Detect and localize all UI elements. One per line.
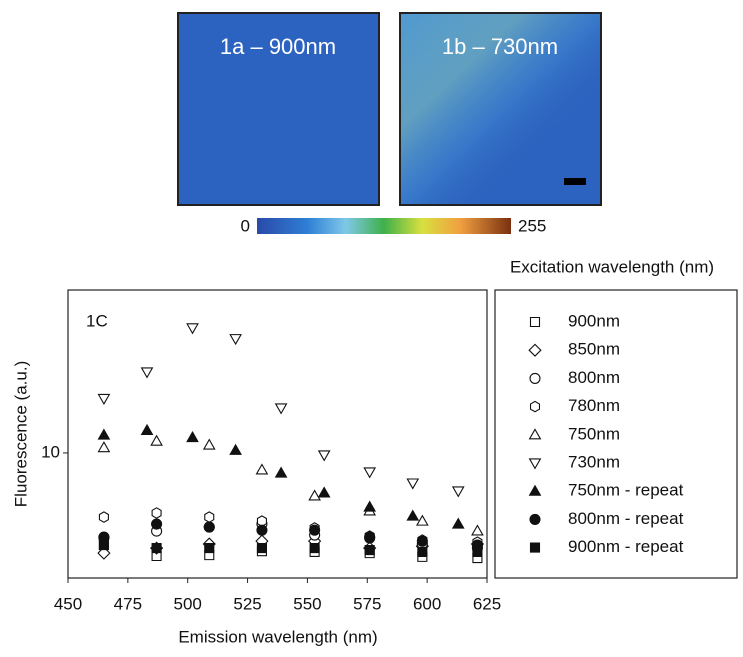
marker xyxy=(256,543,267,554)
y-tick-label: 10 xyxy=(41,442,60,461)
marker xyxy=(97,546,111,560)
image-label: 1b – 730nm xyxy=(442,34,558,59)
legend-marker xyxy=(529,542,541,553)
x-tick-label: 525 xyxy=(233,594,261,613)
marker xyxy=(98,511,109,523)
marker xyxy=(151,507,162,519)
marker xyxy=(255,463,269,475)
marker xyxy=(416,535,428,547)
legend-marker xyxy=(528,343,542,357)
marker xyxy=(406,509,420,521)
marker xyxy=(203,521,215,533)
legend-marker xyxy=(529,400,541,413)
marker xyxy=(186,430,199,443)
marker xyxy=(364,531,376,543)
x-tick-label: 500 xyxy=(174,594,202,613)
marker xyxy=(274,466,288,478)
marker xyxy=(140,423,154,435)
marker xyxy=(317,486,331,498)
marker xyxy=(471,524,484,536)
legend-label: 730nm xyxy=(568,452,620,471)
legend-title: Excitation wavelength (nm) xyxy=(510,257,714,276)
marker xyxy=(274,403,288,415)
image-1a xyxy=(177,12,380,206)
marker xyxy=(317,450,331,462)
marker xyxy=(406,478,420,490)
marker xyxy=(229,334,242,346)
x-tick-label: 550 xyxy=(293,594,321,613)
legend-label: 750nm xyxy=(568,424,620,443)
legend-label: 750nm - repeat xyxy=(568,481,684,500)
marker xyxy=(140,367,154,379)
legend-marker xyxy=(528,428,542,440)
marker xyxy=(308,489,321,501)
image-label: 1a – 900nm xyxy=(220,34,336,59)
marker xyxy=(202,438,216,450)
marker xyxy=(364,544,375,556)
marker xyxy=(229,443,242,455)
x-tick-label: 600 xyxy=(413,594,441,613)
x-axis-label: Emission wavelength (nm) xyxy=(178,627,377,646)
legend-label: 900nm xyxy=(568,311,620,330)
legend-marker xyxy=(529,513,541,525)
marker xyxy=(451,486,465,498)
marker xyxy=(363,467,377,479)
marker xyxy=(151,543,162,554)
marker xyxy=(363,500,377,512)
marker xyxy=(97,428,111,440)
colorbar-tick-label: 0 xyxy=(241,216,250,235)
marker xyxy=(309,543,320,554)
x-tick-label: 625 xyxy=(473,594,501,613)
legend-marker xyxy=(529,316,541,328)
marker xyxy=(451,517,465,529)
x-tick-label: 475 xyxy=(114,594,142,613)
x-tick-label: 575 xyxy=(353,594,381,613)
marker xyxy=(309,524,321,536)
marker xyxy=(204,511,215,523)
marker xyxy=(151,518,163,530)
legend-label: 800nm xyxy=(568,368,620,387)
legend-marker xyxy=(528,458,542,470)
colorbar xyxy=(257,218,511,234)
marker xyxy=(204,543,215,554)
legend-marker xyxy=(529,372,541,384)
marker xyxy=(417,546,428,558)
marker xyxy=(472,546,483,558)
marker xyxy=(416,514,429,526)
colorbar-tick-label: 255 xyxy=(518,216,546,235)
legend-frame xyxy=(494,289,738,579)
y-axis-label: Fluorescence (a.u.) xyxy=(11,361,30,507)
image-1b-texture xyxy=(401,14,600,204)
marker xyxy=(97,393,111,406)
marker xyxy=(97,441,111,453)
panel-label: 1C xyxy=(86,311,108,330)
marker xyxy=(98,540,109,551)
plot-frame xyxy=(67,289,488,579)
legend-marker xyxy=(528,484,542,496)
legend-label: 800nm - repeat xyxy=(568,509,684,528)
scale-bar xyxy=(564,178,586,185)
legend-label: 850nm xyxy=(568,340,620,359)
marker xyxy=(150,434,163,446)
x-tick-label: 450 xyxy=(54,594,82,613)
legend-label: 780nm xyxy=(568,396,620,415)
legend-label: 900nm - repeat xyxy=(568,537,684,556)
marker xyxy=(256,524,268,536)
marker xyxy=(186,323,199,335)
